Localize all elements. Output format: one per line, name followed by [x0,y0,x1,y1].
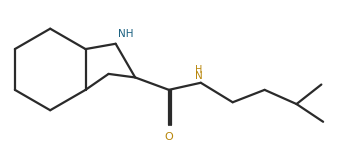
Text: N: N [195,71,203,81]
Text: O: O [165,132,173,142]
Text: NH: NH [119,29,134,39]
Text: H: H [195,65,203,75]
